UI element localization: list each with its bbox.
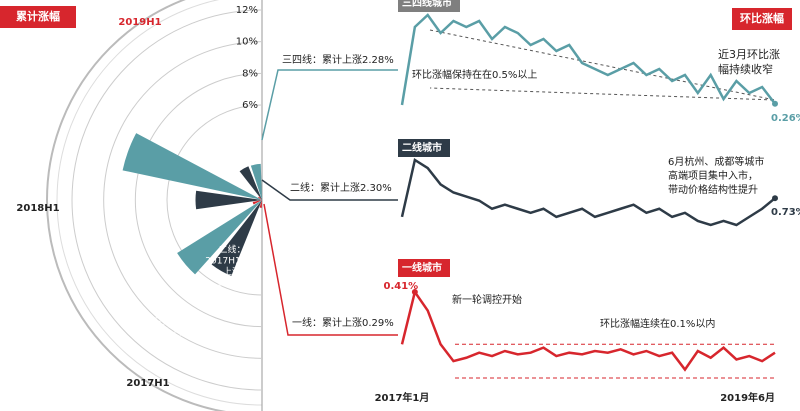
period-label: 2018H1 [16,203,59,214]
connector [263,203,398,336]
connector [261,69,398,141]
period-label: 2019H1 [118,17,161,28]
value-label: 0.41% [384,281,419,292]
annotation: 累计上涨6.32% [153,327,218,339]
annotation: 5.17% [218,279,247,289]
annotation: 二线： [218,244,245,256]
y-tick-label: 10% [236,37,258,48]
grid-arc [166,104,263,296]
annotation: 新一轮调控开始 [452,293,522,306]
badge [398,259,450,277]
line [400,289,776,372]
y-tick-label: 6% [242,100,258,111]
y-tick-label: 8% [242,68,258,79]
outer-ring [56,0,262,406]
annotation: 幅持续收窄 [718,62,773,76]
chart-title: 二线城市 [402,141,442,154]
badge [398,0,460,12]
annotation: 带动价格结构性提升 [668,183,758,196]
annotation: 二线：累计上涨2.30% [290,181,392,194]
grid-arc [103,41,263,359]
y-tick-label: 12% [236,5,258,16]
x-tick-label: 2017年1月 [375,391,430,404]
right-title: 环比涨幅 [740,11,784,25]
polar-chart: 6% 8% 10% 12% 2019H1 2018H1 2017H1 [16,5,263,391]
line [400,157,776,227]
left-title: 累计涨幅 [16,9,60,23]
sector [252,200,262,205]
annotation: 上涨 [223,267,241,278]
period-label: 2017H1 [126,378,169,389]
annotation: 一线：累计上涨0.29% [292,316,394,329]
sector [177,200,262,275]
annotation: 环比涨幅保持在在0.5%以上 [412,68,537,81]
sector [195,190,262,210]
sector [239,166,262,200]
connector [261,179,398,201]
badge [732,8,792,30]
x-tick-label: 2019年6月 [720,391,775,404]
badge [398,139,450,157]
grid-arc [135,72,263,328]
annotation: 近3月环比涨 [718,48,780,61]
sector [258,196,262,200]
sector [250,163,262,200]
chart-title: 三四线城市 [402,0,452,9]
annotation: 6月杭州、成都等城市 [668,155,764,168]
line-charts: 三四线城市 0.26% 二线城市 0.73% 一线城市 0.41% 2017年1月 2019年… [375,0,800,404]
outer-ring [46,0,227,411]
point [411,289,418,295]
value-label: 0.26% [771,113,800,124]
annotation: 三线：2017H1 [154,316,216,328]
annotation: 2017H1累计 [205,255,258,267]
trend-guide [429,29,776,101]
sector [211,200,262,276]
badge [0,6,76,28]
value-label: 0.73% [771,207,800,218]
annotation: 高端项目集中入市， [668,169,758,182]
sector [259,200,262,208]
annotation: 三四线：累计上涨2.28% [282,53,394,66]
sector [122,133,262,200]
grid-arc [71,9,263,391]
annotation: 环比涨幅连续在0.1%以内 [600,317,715,330]
point [772,195,778,202]
point [772,100,778,107]
chart-title: 一线城市 [402,261,442,274]
outer-rings [46,0,262,411]
line [400,13,776,106]
